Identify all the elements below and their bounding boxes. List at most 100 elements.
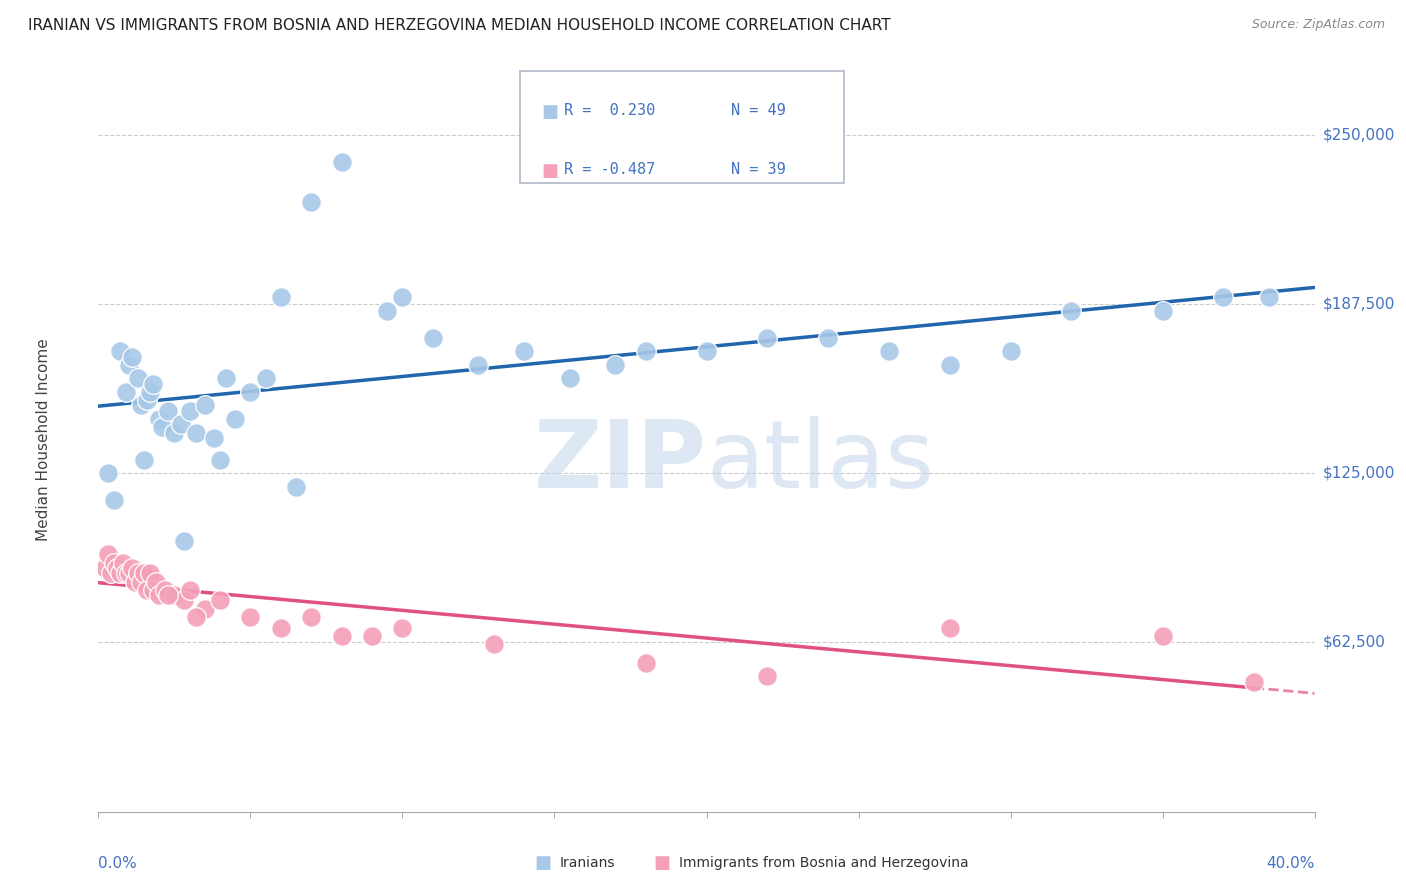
Text: $187,500: $187,500	[1323, 296, 1395, 311]
Point	[100, 566, 122, 581]
Point	[299, 195, 322, 210]
Point	[155, 582, 177, 597]
Text: ■: ■	[541, 103, 558, 120]
Point	[1243, 674, 1265, 689]
Point	[375, 303, 398, 318]
Point	[254, 371, 277, 385]
Point	[150, 420, 173, 434]
Point	[1152, 629, 1174, 643]
Point	[391, 621, 413, 635]
Point	[129, 574, 152, 589]
Point	[209, 452, 232, 467]
Text: Source: ZipAtlas.com: Source: ZipAtlas.com	[1251, 18, 1385, 31]
Point	[148, 588, 170, 602]
Point	[108, 344, 131, 359]
Point	[285, 480, 308, 494]
Point	[105, 561, 128, 575]
Point	[142, 376, 165, 391]
Text: N = 39: N = 39	[731, 162, 786, 178]
Point	[877, 344, 900, 359]
Point	[194, 601, 217, 615]
Point	[132, 566, 155, 581]
Point	[224, 412, 246, 426]
Point	[330, 629, 353, 643]
Point	[184, 425, 207, 440]
Point	[1258, 290, 1281, 304]
Point	[127, 371, 149, 385]
Point	[129, 399, 152, 413]
Point	[817, 331, 839, 345]
Text: N = 49: N = 49	[731, 103, 786, 118]
Point	[1212, 290, 1234, 304]
Text: $250,000: $250,000	[1323, 128, 1395, 142]
Point	[513, 344, 536, 359]
Point	[124, 574, 146, 589]
Point	[939, 358, 962, 372]
Point	[169, 417, 191, 432]
Point	[157, 404, 180, 418]
Point	[270, 290, 292, 304]
Point	[467, 358, 489, 372]
Text: atlas: atlas	[707, 416, 935, 508]
Point	[142, 582, 165, 597]
Point	[121, 350, 143, 364]
Text: R = -0.487: R = -0.487	[564, 162, 655, 178]
Point	[696, 344, 718, 359]
Point	[157, 588, 180, 602]
Point	[136, 582, 159, 597]
Point	[634, 656, 657, 670]
Point	[145, 574, 167, 589]
Point	[330, 154, 353, 169]
Point	[118, 358, 141, 372]
Point	[558, 371, 581, 385]
Point	[202, 431, 225, 445]
Point	[132, 452, 155, 467]
Point	[173, 593, 195, 607]
Point	[108, 566, 131, 581]
Point	[121, 561, 143, 575]
Point	[163, 588, 186, 602]
Point	[299, 609, 322, 624]
Text: $62,500: $62,500	[1323, 635, 1386, 650]
Text: 40.0%: 40.0%	[1267, 856, 1315, 871]
Text: 0.0%: 0.0%	[98, 856, 138, 871]
Text: ZIP: ZIP	[534, 416, 707, 508]
Point	[179, 404, 201, 418]
Point	[215, 371, 238, 385]
Point	[756, 331, 779, 345]
Point	[103, 493, 125, 508]
Point	[127, 566, 149, 581]
Text: IRANIAN VS IMMIGRANTS FROM BOSNIA AND HERZEGOVINA MEDIAN HOUSEHOLD INCOME CORREL: IRANIAN VS IMMIGRANTS FROM BOSNIA AND HE…	[28, 18, 891, 33]
Text: Immigrants from Bosnia and Herzegovina: Immigrants from Bosnia and Herzegovina	[679, 856, 969, 871]
Point	[148, 412, 170, 426]
Point	[194, 399, 217, 413]
Point	[114, 384, 136, 399]
Point	[139, 566, 162, 581]
Point	[179, 582, 201, 597]
Point	[482, 637, 505, 651]
Text: ■: ■	[654, 855, 671, 872]
Point	[163, 425, 186, 440]
Text: $125,000: $125,000	[1323, 466, 1395, 481]
Point	[605, 358, 627, 372]
Point	[136, 392, 159, 407]
Point	[111, 556, 134, 570]
Point	[239, 384, 262, 399]
Text: Median Household Income: Median Household Income	[37, 338, 51, 541]
Text: Iranians: Iranians	[560, 856, 614, 871]
Point	[139, 384, 162, 399]
Point	[1000, 344, 1022, 359]
Point	[209, 593, 232, 607]
Point	[96, 548, 118, 562]
Point	[391, 290, 413, 304]
Point	[103, 556, 125, 570]
Point	[1152, 303, 1174, 318]
Text: ■: ■	[541, 162, 558, 180]
Point	[118, 566, 141, 581]
Point	[361, 629, 384, 643]
Text: R =  0.230: R = 0.230	[564, 103, 655, 118]
Point	[939, 621, 962, 635]
Point	[270, 621, 292, 635]
Point	[422, 331, 444, 345]
Point	[184, 609, 207, 624]
